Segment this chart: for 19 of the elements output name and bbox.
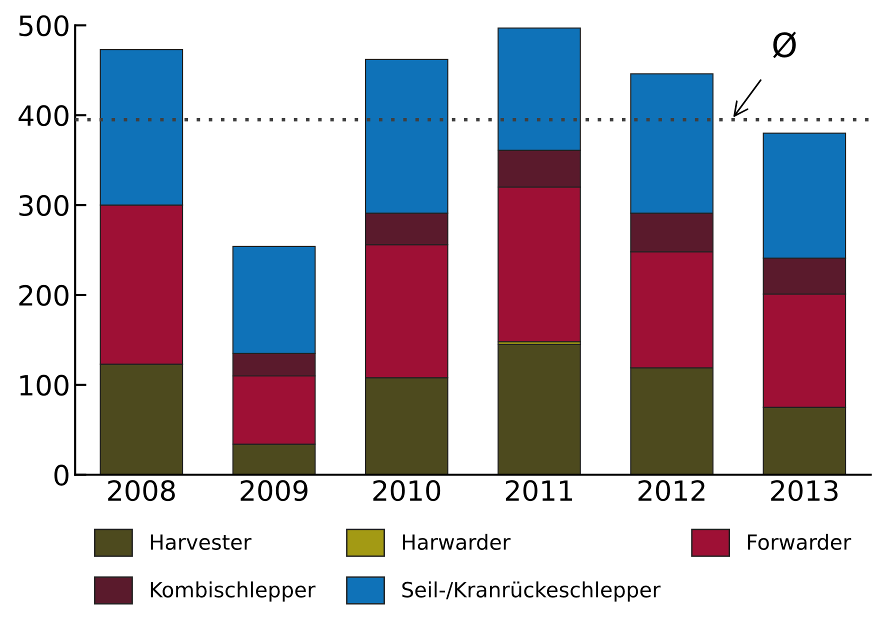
y-tick-label: 0 <box>54 464 68 486</box>
legend-label: Forwarder <box>748 534 852 550</box>
y-tick-label: 500 <box>19 15 68 36</box>
legend-label: Seil-/Kranrückeschlepper <box>402 581 661 602</box>
legend-label: Harwarder <box>402 534 511 550</box>
y-tick-label: 400 <box>18 105 68 126</box>
x-tick-label: 2008 <box>108 480 175 502</box>
x-tick-label: 2009 <box>240 480 308 502</box>
x-tick-label: 2012 <box>638 480 704 502</box>
legend-label: Harvester <box>150 534 252 550</box>
bar <box>498 344 581 475</box>
y-tick-label: 100 <box>20 374 68 396</box>
legend-label: Kombischlepper <box>150 581 316 602</box>
x-tick-label: 2010 <box>373 480 440 502</box>
y-tick-label: 300 <box>19 195 68 216</box>
y-tick-label: 200 <box>19 284 68 306</box>
x-tick-label: 2013 <box>771 480 838 502</box>
x-tick-label: 2011 <box>506 480 572 502</box>
ref-line-label: Ø <box>773 32 796 58</box>
